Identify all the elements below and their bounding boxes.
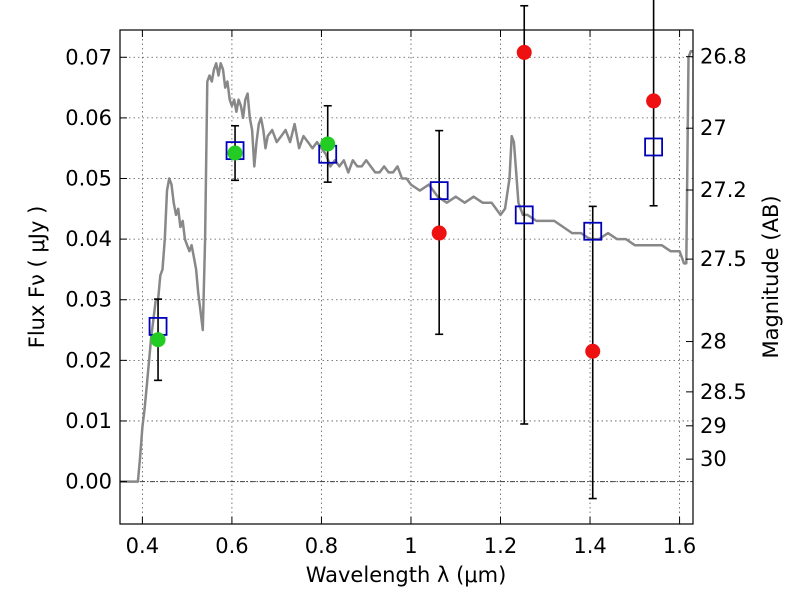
observed-points-layer (150, 44, 662, 359)
plot-frame (119, 29, 694, 525)
x-axis-label: Wavelength λ (μm) (306, 563, 507, 587)
upper-limit-point (516, 44, 532, 60)
x-tick-label: 1.6 (663, 534, 696, 558)
magnitude-tick-label: 28.5 (700, 380, 747, 404)
magnitude-tick-label: 28 (700, 330, 727, 354)
model-photometry-box (429, 181, 449, 201)
magnitude-tick-label: 30 (700, 447, 727, 471)
y-tick-label: 0.02 (65, 348, 112, 372)
upper-limit-point (431, 225, 447, 241)
model-photometry-box (644, 137, 664, 157)
model-spectrum-line (120, 49, 693, 483)
detection-point (150, 332, 166, 348)
y-tick-label: 0.00 (65, 470, 112, 494)
detection-point (227, 145, 243, 161)
y-tick-label: 0.07 (65, 45, 112, 69)
magnitude-tick-label: 27.2 (700, 178, 747, 202)
y-tick-label: 0.06 (65, 106, 112, 130)
magnitude-tick-label: 26.8 (700, 45, 747, 69)
x-tick-label: 0.6 (215, 534, 248, 558)
model-photometry-box (583, 221, 603, 241)
magnitude-tick-label: 29 (700, 414, 727, 438)
x-tick-label: 0.8 (305, 534, 338, 558)
x-tick-label: 1.4 (573, 534, 606, 558)
magnitude-tick-label: 27.5 (700, 247, 747, 271)
plot-background (120, 30, 693, 524)
y-tick-label: 0.03 (65, 288, 112, 312)
upper-limit-point (646, 93, 662, 109)
model-photometry-layer (148, 137, 664, 336)
model-spectrum-layer (120, 49, 693, 483)
y-axis-label: Flux Fν ( μJy ) (25, 206, 49, 349)
x-tick-label: 0.4 (126, 534, 159, 558)
ticks-layer: 0.4 0.6 0.8 1 1.2 1.4 1.6 0.00 0.01 0.02 0.03 0.04 0… (65, 30, 747, 558)
upper-limit-point (585, 343, 601, 359)
x-tick-label: 1 (404, 534, 417, 558)
magnitude-tick-label: 27 (700, 116, 727, 140)
y-tick-label: 0.04 (65, 227, 112, 251)
detection-point (320, 136, 336, 152)
model-photometry-box (514, 205, 534, 225)
y2-axis-label: Magnitude (AB) (759, 195, 783, 358)
y-tick-label: 0.01 (65, 409, 112, 433)
y-tick-label: 0.05 (65, 167, 112, 191)
x-tick-label: 1.2 (484, 534, 517, 558)
